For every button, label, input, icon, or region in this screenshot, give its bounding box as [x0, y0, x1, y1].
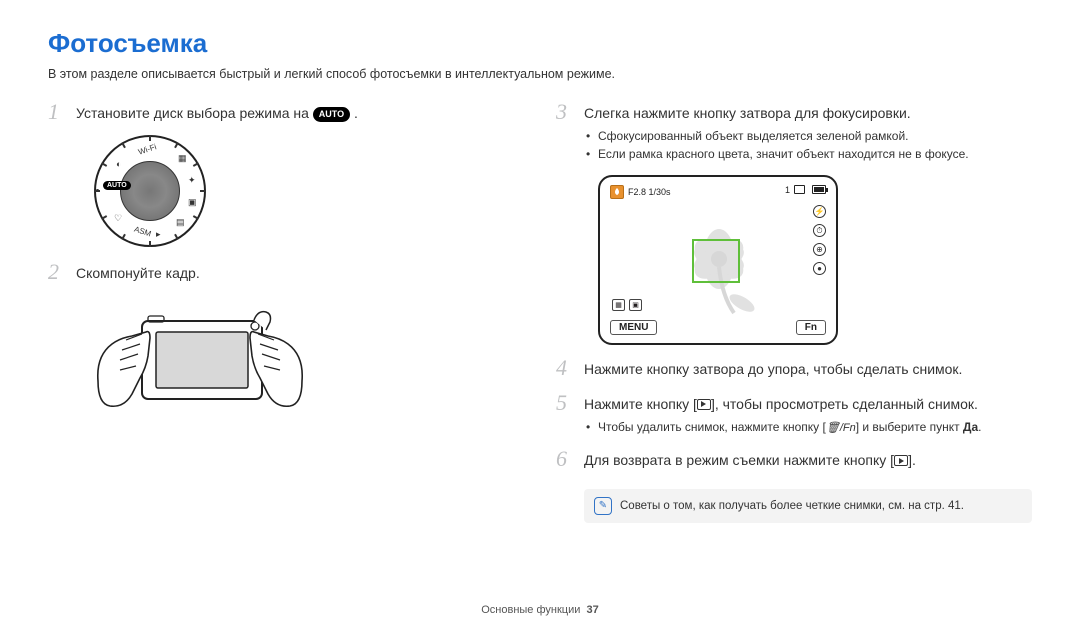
step6-a: Для возврата в режим съемки нажмите кноп… — [584, 452, 894, 468]
fn-button: Fn — [796, 320, 826, 335]
macro-icon — [610, 185, 624, 199]
step5-da: Да — [963, 420, 978, 434]
step-body: Слегка нажмите кнопку затвора для фокуси… — [584, 101, 1032, 163]
step-number: 4 — [556, 357, 574, 379]
dial-auto-label: AUTO — [103, 181, 131, 190]
step-number: 3 — [556, 101, 574, 123]
tip-text: Советы о том, как получать более четкие … — [620, 500, 964, 512]
record-icon: ● — [813, 262, 826, 275]
step-1: 1 Установите диск выбора режима на AUTO … — [48, 101, 524, 123]
playback-icon — [697, 399, 711, 410]
step-number: 1 — [48, 101, 66, 123]
step3-bullet: Если рамка красного цвета, значит объект… — [584, 145, 1032, 163]
lcd-exposure: F2.8 1/30s — [628, 187, 671, 197]
lcd-screen-illustration: F2.8 1/30s 1 — [598, 175, 1032, 345]
page-title: Фотосъемка — [48, 28, 1032, 59]
zoom-icon: ⊕ — [813, 243, 826, 256]
step-2: 2 Скомпонуйте кадр. — [48, 261, 524, 283]
step-6: 6 Для возврата в режим съемки нажмите кн… — [556, 448, 1032, 470]
step3-bullet: Сфокусированный объект выделяется зелено… — [584, 127, 1032, 145]
intro-text: В этом разделе описывается быстрый и лег… — [48, 67, 1032, 81]
step-3: 3 Слегка нажмите кнопку затвора для фоку… — [556, 101, 1032, 163]
timer-icon: ⏱ — [813, 224, 826, 237]
footer-page: 37 — [587, 604, 599, 616]
step5-bullet: Чтобы удалить снимок, нажмите кнопку [🗑/… — [584, 418, 1032, 437]
playback-icon — [894, 455, 908, 466]
step3-text: Слегка нажмите кнопку затвора для фокуси… — [584, 105, 911, 121]
step-body: Для возврата в режим съемки нажмите кноп… — [584, 448, 1032, 470]
step-body: Нажмите кнопку [ ], чтобы просмотреть сде… — [584, 392, 1032, 437]
menu-button: MENU — [610, 320, 657, 335]
battery-icon — [812, 185, 826, 194]
two-column-layout: 1 Установите диск выбора режима на AUTO … — [48, 101, 1032, 523]
step-body: Скомпонуйте кадр. — [76, 261, 524, 283]
lcd-mode-icon: ▣ — [629, 299, 642, 311]
dial-mode-icon: ▸ — [156, 229, 161, 240]
focus-frame — [692, 239, 740, 283]
step6-b: ]. — [908, 452, 916, 468]
lcd-count: 1 — [785, 185, 790, 195]
step-number: 6 — [556, 448, 574, 470]
step-4: 4 Нажмите кнопку затвора до упора, чтобы… — [556, 357, 1032, 379]
step5-a: Нажмите кнопку [ — [584, 396, 697, 412]
trash-fn-icon: 🗑/Fn — [826, 422, 856, 434]
dial-mode-icon: ▤ — [176, 217, 185, 228]
dial-mode-icon: ✦ — [188, 175, 196, 186]
step5-bullet-c: . — [978, 420, 981, 434]
dial-mode-icon: ▣ — [188, 197, 197, 208]
mode-dial-illustration: AUTO Wi-Fi ASM ♡ ▦ ✦ ▣ ▤ ▸ ◐ — [94, 135, 524, 247]
step1-text-a: Установите диск выбора режима на — [76, 105, 313, 121]
step-body: Нажмите кнопку затвора до упора, чтобы с… — [584, 357, 1032, 379]
hands-camera-illustration — [90, 296, 524, 431]
step-5: 5 Нажмите кнопку [ ], чтобы просмотреть с… — [556, 392, 1032, 437]
page-footer: Основные функции 37 — [0, 604, 1080, 616]
footer-label: Основные функции — [481, 604, 580, 616]
step-number: 5 — [556, 392, 574, 414]
dial-mode-icon: ◐ — [116, 159, 121, 169]
step5-b: ], чтобы просмотреть сделанный снимок. — [711, 396, 978, 412]
step-body: Установите диск выбора режима на AUTO . — [76, 101, 524, 123]
dial-heart-icon: ♡ — [114, 213, 122, 224]
dial-mode-icon: ▦ — [178, 153, 187, 164]
step-number: 2 — [48, 261, 66, 283]
left-column: 1 Установите диск выбора режима на AUTO … — [48, 101, 524, 523]
lcd-mode-icon: ▦ — [612, 299, 625, 311]
step5-bullet-a: Чтобы удалить снимок, нажмите кнопку [ — [598, 420, 826, 434]
flash-icon: ⚡ — [813, 205, 826, 218]
right-column: 3 Слегка нажмите кнопку затвора для фоку… — [556, 101, 1032, 523]
auto-pill-icon: AUTO — [313, 107, 350, 122]
step1-text-b: . — [350, 105, 358, 121]
tip-icon: ✎ — [594, 497, 612, 515]
step5-bullet-b: ] и выберите пункт — [856, 420, 963, 434]
tip-box: ✎ Советы о том, как получать более четки… — [584, 489, 1032, 523]
